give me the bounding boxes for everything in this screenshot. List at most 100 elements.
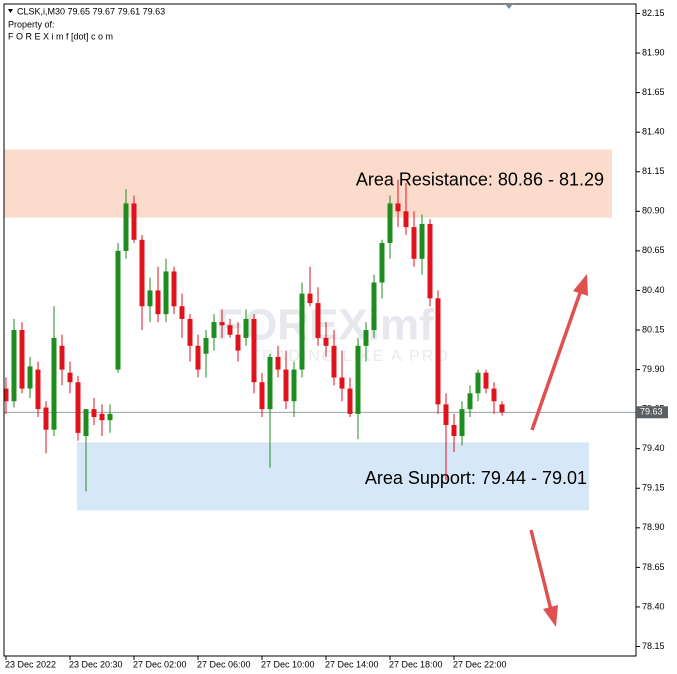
candle-body bbox=[43, 407, 49, 430]
candle-body bbox=[219, 322, 225, 326]
menu-icon bbox=[8, 9, 13, 13]
candle-body bbox=[435, 298, 441, 405]
candle-body bbox=[203, 337, 209, 354]
candle-body bbox=[427, 223, 433, 299]
shift-marker bbox=[505, 4, 513, 9]
y-tick-label: 80.40 bbox=[642, 285, 665, 295]
candle-body bbox=[411, 227, 417, 259]
candle-body bbox=[179, 306, 185, 319]
y-tick-label: 78.90 bbox=[642, 522, 665, 532]
y-tick-label: 79.15 bbox=[642, 483, 665, 493]
candle-body bbox=[395, 203, 401, 212]
candle-body bbox=[387, 203, 393, 243]
candle-body bbox=[147, 290, 153, 307]
arrow-down-head bbox=[543, 605, 558, 627]
arrow-down bbox=[529, 529, 553, 611]
candle-body bbox=[451, 424, 457, 437]
candle-body bbox=[283, 369, 289, 402]
candle-body bbox=[155, 290, 161, 315]
candle-body bbox=[107, 413, 113, 421]
candle-body bbox=[163, 271, 169, 315]
arrow-up-head bbox=[573, 274, 588, 296]
candle-body bbox=[227, 325, 233, 335]
candle-body bbox=[331, 345, 337, 378]
y-tick-label: 81.15 bbox=[642, 166, 665, 176]
candle-body bbox=[419, 223, 425, 259]
x-tick-label: 23 Dec 2022 bbox=[5, 659, 56, 669]
candle-body bbox=[251, 318, 257, 383]
candle-body bbox=[443, 404, 449, 425]
y-tick-label: 78.15 bbox=[642, 641, 665, 651]
candle-body bbox=[267, 356, 273, 410]
y-tick-label: 80.90 bbox=[642, 206, 665, 216]
candle-body bbox=[35, 369, 41, 410]
y-tick-label: 82.15 bbox=[642, 8, 665, 18]
candle-body bbox=[195, 345, 201, 370]
y-tick-label: 81.65 bbox=[642, 87, 665, 97]
candle-body bbox=[275, 356, 281, 370]
candle-body bbox=[235, 334, 241, 351]
candle-body bbox=[171, 271, 177, 307]
price-tag bbox=[636, 406, 668, 419]
marks bbox=[3, 179, 636, 492]
x-tick-label: 27 Dec 10:00 bbox=[261, 659, 315, 669]
candle-body bbox=[75, 382, 81, 433]
candle-body bbox=[475, 372, 481, 394]
zone-label: Area Resistance: 80.86 - 81.29 bbox=[356, 169, 604, 189]
candle-body bbox=[243, 318, 249, 338]
candle-body bbox=[123, 203, 129, 251]
candle-body bbox=[467, 393, 473, 410]
candle-body bbox=[67, 372, 73, 383]
candle-body bbox=[323, 337, 329, 346]
arrows bbox=[529, 274, 588, 627]
price-tag-label: 79.63 bbox=[640, 407, 663, 417]
x-tick-label: 27 Dec 14:00 bbox=[325, 659, 379, 669]
candle-body bbox=[355, 345, 361, 414]
x-tick-label: 27 Dec 22:00 bbox=[453, 659, 507, 669]
candle-body bbox=[403, 211, 409, 228]
chart-title: CLSK,i,M30 79.65 79.67 79.61 79.63 bbox=[17, 6, 165, 16]
candle-body bbox=[27, 366, 33, 389]
candle-body bbox=[363, 330, 369, 346]
candle-body bbox=[499, 404, 505, 413]
candle-body bbox=[139, 239, 145, 307]
candle-body bbox=[315, 303, 321, 338]
x-tick-label: 27 Dec 02:00 bbox=[133, 659, 187, 669]
candle-body bbox=[291, 369, 297, 402]
arrow-up bbox=[530, 289, 583, 431]
candle-body bbox=[51, 337, 57, 430]
candle-body bbox=[59, 345, 65, 370]
candle-body bbox=[491, 388, 497, 402]
candle-body bbox=[83, 409, 89, 437]
y-tick-label: 78.40 bbox=[642, 601, 665, 611]
candle-body bbox=[379, 242, 385, 283]
y-tick-label: 80.65 bbox=[642, 245, 665, 255]
chart-subtitle: Property of: bbox=[8, 19, 55, 29]
candle-body bbox=[347, 388, 353, 414]
candle-body bbox=[259, 382, 265, 410]
x-tick-label: 27 Dec 06:00 bbox=[197, 659, 251, 669]
candle-body bbox=[371, 282, 377, 330]
candle-body bbox=[211, 322, 217, 338]
x-tick-label: 23 Dec 20:30 bbox=[69, 659, 123, 669]
candle-body bbox=[3, 388, 9, 402]
x-tick-label: 27 Dec 18:00 bbox=[389, 659, 443, 669]
candle-body bbox=[187, 318, 193, 346]
candle-body bbox=[459, 409, 465, 437]
candle-body bbox=[483, 372, 489, 389]
zone-label: Area Support: 79.44 - 79.01 bbox=[365, 468, 587, 488]
zone bbox=[77, 442, 589, 511]
y-tick-label: 79.40 bbox=[642, 443, 665, 453]
candle-body bbox=[91, 409, 97, 418]
candle-body bbox=[299, 293, 305, 370]
y-tick-label: 81.40 bbox=[642, 127, 665, 137]
candle-body bbox=[131, 203, 137, 240]
candle-body bbox=[11, 330, 17, 402]
y-tick-label: 78.65 bbox=[642, 562, 665, 572]
y-tick-label: 79.90 bbox=[642, 364, 665, 374]
y-tick-label: 81.90 bbox=[642, 47, 665, 57]
y-tick-label: 80.15 bbox=[642, 324, 665, 334]
